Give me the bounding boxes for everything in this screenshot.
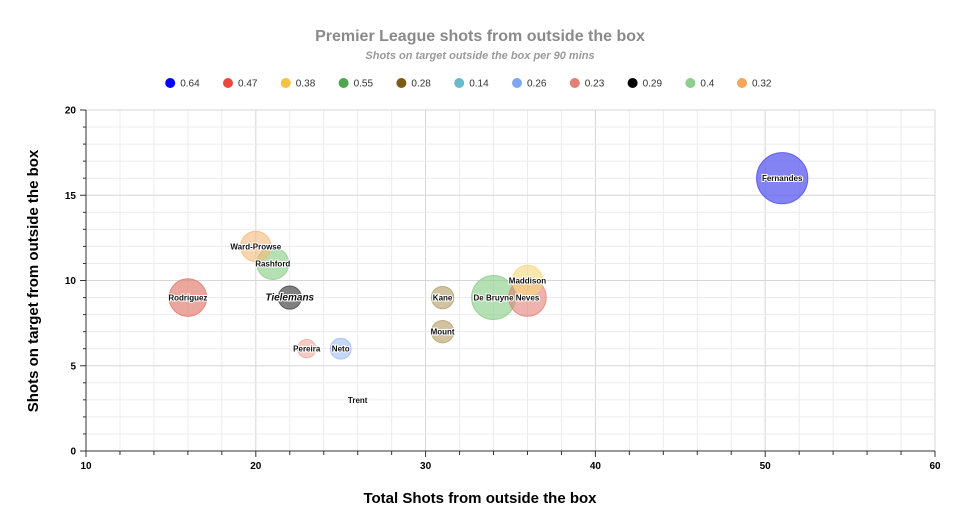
bubble-label: De Bruyne [474,294,515,303]
bubble-label: Kane [433,294,453,303]
x-tick-label: 50 [760,461,772,472]
legend-label: 0.14 [469,79,489,90]
bubble-label: Fernandes [762,174,803,183]
legend-label: 0.28 [411,79,431,90]
legend-marker [627,78,638,88]
legend-label: 0.4 [700,79,714,90]
bubble-label: Mount [431,328,455,337]
legend-label: 0.26 [527,79,547,90]
legend-label: 0.32 [752,79,772,90]
x-tick-label: 30 [420,461,432,472]
bubble [297,339,317,359]
legend-marker [165,78,176,88]
legend-label: 0.47 [238,79,258,90]
bubble [240,230,272,263]
bubble [756,152,809,205]
bubble [511,264,544,297]
y-tick-label: 5 [70,361,76,372]
chart-title: Premier League shots from outside the bo… [315,28,645,45]
bubble-label: Ward-Prowse [230,242,281,251]
bubble-labels: Fernandes Rodriguez Ward-Prowse Rashford Tie… [167,173,804,406]
legend-marker [396,78,407,88]
bubble [329,337,352,360]
x-tick-label: 10 [80,461,92,472]
bubble-label: Rashford [255,259,290,268]
legend-marker [223,78,233,88]
bubbles [168,152,809,360]
bubble-label: Tielemans [265,293,314,304]
bubble-label: Trent [348,396,368,405]
y-tick-label: 10 [65,276,77,287]
bubble [277,285,302,310]
legend-label: 0.55 [354,79,374,90]
x-tick-label: 20 [250,461,262,472]
bubble [430,285,455,310]
y-axis-title: Shots on target from outside the box [25,149,42,412]
legend-label: 0.64 [180,79,200,90]
legend-marker [512,78,522,88]
bubble [168,278,208,317]
bubble-label: Rodriguez [168,294,207,303]
bubble [430,319,455,344]
bubble-label: Maddison [509,277,546,286]
legend-marker [280,78,291,88]
legend-label: 0.23 [585,79,605,90]
legend-label: 0.29 [643,79,663,90]
legend-marker [685,78,696,88]
bubble-label: Neves [516,294,540,303]
y-tick-label: 15 [65,191,77,202]
y-tick-label: 20 [65,106,77,117]
y-tick-label: 0 [70,447,76,458]
x-tick-label: 40 [590,461,602,472]
axes: 10 20 30 40 50 60 0 5 10 15 20 [65,106,941,473]
bubble-label: Neto [332,345,350,354]
x-tick-label: 60 [929,461,941,472]
legend-label: 0.38 [296,79,316,90]
bubble-label: Pereira [293,345,321,354]
legend-marker [454,78,465,88]
x-axis-title: Total Shots from outside the box [363,490,597,507]
legend: 0.64 0.47 0.38 0.55 0.28 0.14 0.26 0.23 0.29 0.4 0… [165,78,772,90]
legend-marker [737,78,747,88]
chart-subtitle: Shots on target outside the box per 90 m… [365,50,594,62]
legend-marker [338,78,349,88]
legend-marker [569,78,580,88]
